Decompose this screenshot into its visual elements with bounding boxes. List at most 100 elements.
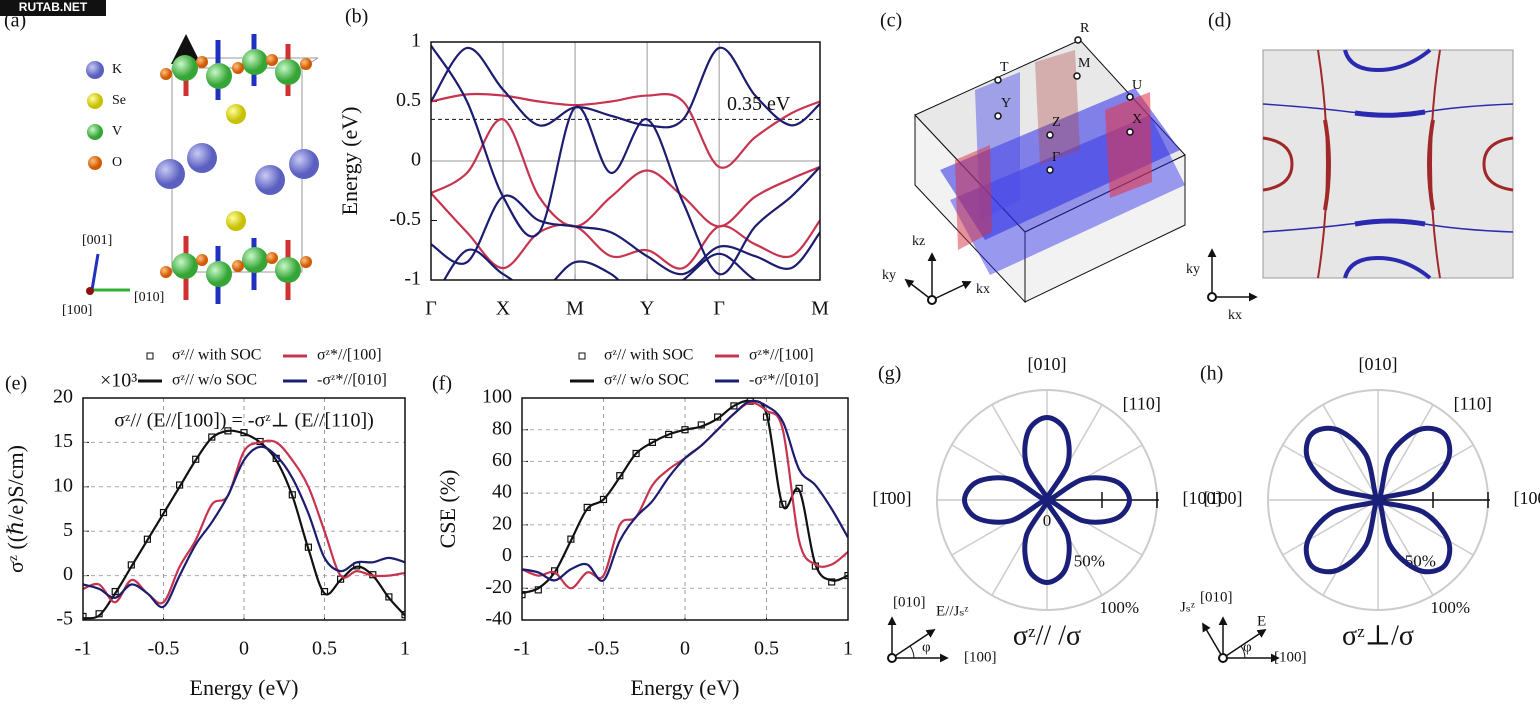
- y-tick-label: 5: [63, 519, 73, 541]
- series-line: [522, 399, 848, 595]
- legend-label: V: [112, 124, 122, 139]
- inset-label: [010]: [893, 594, 926, 610]
- y-tick-label: -0.5: [389, 208, 421, 230]
- series-line: [83, 439, 405, 605]
- legend-marker: [578, 352, 586, 360]
- x-tick-label: 0: [680, 638, 690, 660]
- axis-label: [001]: [82, 233, 112, 248]
- angle-label: [110]: [1123, 393, 1161, 413]
- y-axis-label: Energy (eV): [337, 107, 362, 216]
- plot-frame: [521, 397, 849, 621]
- annotation: 0.35 eV: [727, 93, 791, 115]
- panel-d: (d) ky kx: [1186, 10, 1514, 323]
- atom: [226, 104, 246, 124]
- axis-origin: [927, 295, 937, 305]
- panel-label: (f): [432, 373, 452, 395]
- angle-label: [110]: [1454, 393, 1492, 413]
- marker: [83, 612, 87, 620]
- axis-multiplier: ×10³: [100, 370, 137, 392]
- angle-label: [100]: [1514, 488, 1540, 508]
- polar-curve: [1303, 425, 1453, 575]
- axis-label: kx: [1228, 308, 1242, 323]
- plot-frame: [82, 397, 406, 621]
- plot-area: [522, 398, 848, 599]
- x-tick-label: M: [566, 298, 584, 320]
- panel-a: (a) K Se V O: [4, 10, 319, 318]
- angle-label: [1̄00]: [1204, 488, 1243, 508]
- atom: [289, 149, 319, 179]
- legend-label: σᶻ*//[100]: [317, 347, 382, 364]
- fermi-sheet: [1035, 50, 1080, 165]
- inset-label: φ: [922, 639, 931, 655]
- panel-label: (e): [5, 373, 27, 395]
- x-tick-label: 0.5: [754, 638, 779, 660]
- k-label: T: [1000, 60, 1009, 75]
- angle-label: [100]: [1183, 488, 1222, 508]
- series-line: [431, 44, 820, 276]
- inset-origin: [1218, 653, 1228, 663]
- legend-label: σᶻ*//[100]: [749, 347, 814, 364]
- axis-arrow: [90, 253, 100, 291]
- inset-label: [100]: [1274, 649, 1307, 665]
- angle-label: [010]: [1359, 354, 1398, 374]
- atom: [155, 159, 185, 189]
- r-tick-label: 100%: [1430, 598, 1470, 617]
- fermi-contour: [1262, 136, 1294, 192]
- inset-field: [891, 629, 936, 659]
- y-tick-label: 0: [411, 149, 421, 171]
- series-line: [83, 445, 405, 609]
- y-tick-label: 0.5: [396, 89, 421, 111]
- marker: [522, 591, 526, 599]
- x-tick-label: -0.5: [148, 638, 180, 660]
- axis-label: ky: [1186, 262, 1200, 277]
- legend-label: σᶻ// with SOC: [604, 347, 693, 364]
- angle-grid: [1282, 499, 1379, 556]
- panel-label: (a): [4, 10, 26, 32]
- legend-label: Se: [112, 93, 126, 108]
- y-tick-label: -40: [485, 608, 512, 630]
- legend-atom: [86, 61, 104, 79]
- inset-spin: [1202, 622, 1224, 659]
- fermi-sheet: [1105, 92, 1152, 198]
- axis-label: [010]: [134, 290, 164, 305]
- k-points: [994, 36, 1134, 174]
- x-tick-label: 1: [843, 638, 853, 660]
- angle-label: [010]: [1028, 354, 1067, 374]
- axis-label: ky: [882, 268, 896, 283]
- series-line: [431, 194, 820, 276]
- y-tick-label: 20: [53, 386, 73, 408]
- fermi-contour: [1343, 48, 1432, 73]
- angle-grid: [1377, 499, 1474, 556]
- inset-label: E//Jₛᶻ: [936, 603, 969, 619]
- series-line: [83, 429, 405, 620]
- axis-origin: [86, 287, 94, 295]
- axis-arrow: [931, 281, 972, 301]
- inset-label: [010]: [1200, 589, 1233, 605]
- angle-grid: [1282, 444, 1379, 501]
- angle-label: [1̄00]: [873, 488, 912, 508]
- plot-area: [431, 44, 820, 280]
- annotation: σᶻ// (E//[100]) = -σᶻ⊥ (E//[110]): [114, 410, 374, 432]
- x-tick-label: -0.5: [588, 638, 620, 660]
- r-tick-label: 50%: [1074, 552, 1105, 571]
- x-tick-label: Y: [640, 298, 654, 320]
- series-line: [431, 118, 820, 228]
- y-tick-label: -5: [56, 608, 73, 630]
- y-tick-label: 60: [492, 449, 512, 471]
- k-label: Y: [1001, 96, 1011, 111]
- x-tick-label: 0.5: [312, 638, 337, 660]
- angle-grid: [1377, 404, 1434, 501]
- watermark-bg: [0, 0, 106, 16]
- panel-label: (g): [878, 363, 901, 385]
- panel-label: (c): [880, 10, 902, 32]
- fermi-sheet: [955, 145, 992, 250]
- axis-label: kx: [976, 282, 990, 297]
- axis-origin: [1207, 292, 1217, 302]
- y-tick-label: -1: [404, 268, 421, 290]
- axis-label: kz: [912, 234, 925, 249]
- legend-label: -σᶻ*//[010]: [749, 372, 819, 389]
- y-tick-label: 0: [502, 544, 512, 566]
- inset-label: Jₛᶻ: [1180, 599, 1195, 615]
- panel-label: (h): [1200, 363, 1223, 385]
- inset-origin: [887, 653, 897, 663]
